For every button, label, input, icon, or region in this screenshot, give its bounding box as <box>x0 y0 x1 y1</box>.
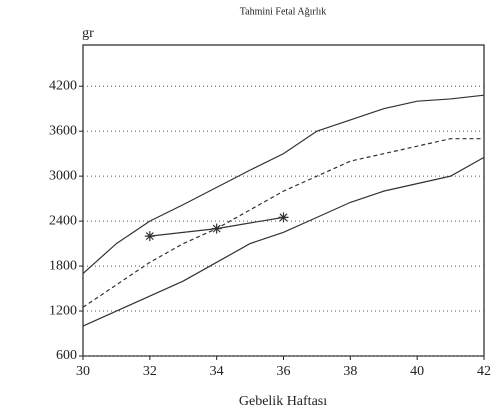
y-tick-label: 3600 <box>49 123 77 138</box>
series-line <box>82 156 485 327</box>
star-marker <box>144 231 155 242</box>
series-line <box>82 138 484 308</box>
y-tick-label: 2400 <box>49 213 77 228</box>
x-axis-label: Gebelik Haftası <box>239 394 327 409</box>
y-tick-label: 1200 <box>49 303 77 318</box>
y-axis-label: gr <box>82 26 94 41</box>
x-tick-label: 36 <box>277 364 291 379</box>
star-marker <box>211 223 222 234</box>
star-marker <box>278 212 289 223</box>
x-tick-label: 38 <box>343 364 357 379</box>
x-tick-label: 40 <box>410 364 424 379</box>
x-tick-label: 30 <box>76 364 90 379</box>
x-tick-label: 42 <box>477 364 491 379</box>
y-tick-label: 1800 <box>49 258 77 273</box>
series-line <box>82 94 485 275</box>
y-tick-label: 3000 <box>49 168 77 183</box>
y-tick-label: 4200 <box>49 78 77 93</box>
x-tick-label: 32 <box>143 364 157 379</box>
plot-frame <box>82 44 485 357</box>
x-tick-label: 34 <box>210 364 224 379</box>
chart-title: Tahmini Fetal Ağırlık <box>240 6 327 17</box>
y-tick-label: 600 <box>56 348 77 363</box>
